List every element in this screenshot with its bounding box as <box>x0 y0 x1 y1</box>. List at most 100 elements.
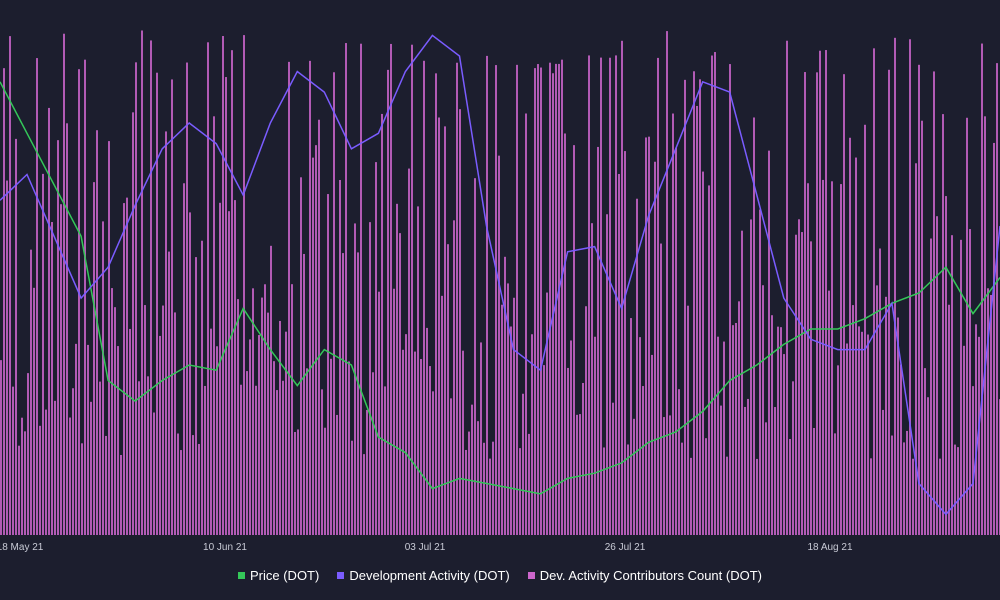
contributor-bar <box>945 196 947 535</box>
contributor-bar <box>990 294 992 535</box>
contributor-bar <box>225 77 227 535</box>
contributor-bar <box>882 409 884 535</box>
contributor-bar <box>852 305 854 535</box>
contributor-bar <box>831 181 833 535</box>
contributor-bar <box>18 445 20 535</box>
x-axis-ticks: 18 May 21 10 Jun 21 03 Jul 21 26 Jul 21 18 A… <box>0 542 853 553</box>
contributor-bar <box>528 433 530 535</box>
contributor-bar <box>597 146 599 535</box>
contributor-bar <box>657 57 659 536</box>
contributor-bar <box>255 385 257 535</box>
contributor-bar <box>654 161 656 535</box>
contributor-bar <box>798 219 800 536</box>
contributor-bar <box>483 442 485 535</box>
contributor-bar <box>633 418 635 535</box>
legend: Price (DOT) Development Activity (DOT) D… <box>0 568 1000 583</box>
contributor-bar <box>993 142 995 535</box>
contributor-bar <box>33 287 35 535</box>
contributor-bar <box>348 361 350 535</box>
contributor-bar <box>909 39 911 535</box>
contributor-bar <box>747 398 749 535</box>
contributor-bar <box>813 427 815 535</box>
contributor-bar <box>585 306 587 535</box>
contributor-bar <box>291 284 293 535</box>
contributor-bar <box>42 173 44 535</box>
contributor-bar <box>879 248 881 535</box>
contributor-bar <box>120 454 122 535</box>
contributor-bar <box>858 326 860 535</box>
contributor-bar <box>75 343 77 535</box>
contributor-bar <box>711 55 713 536</box>
contributor-bar <box>573 145 575 535</box>
contributor-bar <box>324 427 326 535</box>
contributor-bar <box>699 79 701 535</box>
contributor-bar <box>894 37 896 535</box>
contributor-bar <box>687 305 689 535</box>
legend-item-development-activity[interactable]: Development Activity (DOT) <box>337 568 510 583</box>
contributor-bar <box>930 238 932 536</box>
contributor-bar <box>543 365 545 535</box>
contributor-bar <box>87 344 89 535</box>
contributor-bar <box>150 40 152 535</box>
contributor-bar <box>312 157 314 535</box>
contributor-bar <box>702 171 704 535</box>
contributor-bar <box>759 209 761 535</box>
contributor-bar <box>411 44 413 536</box>
contributor-bar <box>885 296 887 535</box>
contributor-bar <box>903 442 905 535</box>
contributor-bar <box>525 113 527 535</box>
contributor-bar <box>789 438 791 535</box>
contributor-bar <box>936 216 938 536</box>
contributor-bar <box>870 458 872 535</box>
contributor-bar <box>117 346 119 535</box>
contributor-bar <box>288 61 290 535</box>
contributor-bar <box>753 117 755 535</box>
contributor-bar <box>276 390 278 535</box>
contributor-bar <box>849 137 851 536</box>
contributor-bar <box>198 443 200 535</box>
contributor-bar <box>210 328 212 535</box>
contributor-bar <box>408 168 410 535</box>
contributor-bar <box>147 376 149 535</box>
contributor-bar <box>969 229 971 535</box>
contributor-bar <box>165 131 167 535</box>
contributor-bar <box>987 288 989 535</box>
contributor-bar <box>516 64 518 535</box>
contributor-bar <box>156 72 158 536</box>
contributor-bar <box>333 72 335 535</box>
contributor-bar <box>735 322 737 535</box>
contributor-bar <box>363 454 365 535</box>
contributor-bar <box>111 288 113 535</box>
contributor-bar <box>57 140 59 535</box>
contributor-bar <box>318 119 320 535</box>
contributor-bar <box>981 43 983 535</box>
legend-item-price[interactable]: Price (DOT) <box>238 568 319 583</box>
legend-item-contributors[interactable]: Dev. Activity Contributors Count (DOT) <box>527 568 762 583</box>
x-tick-label: 03 Jul 21 <box>405 542 446 553</box>
contributor-bar <box>78 69 80 536</box>
contributor-bar <box>144 305 146 535</box>
contributor-bar <box>102 221 104 535</box>
contributor-bar <box>252 288 254 535</box>
contributor-bar <box>99 381 101 535</box>
x-tick-label: 26 Jul 21 <box>605 542 646 553</box>
contributor-bar <box>177 433 179 535</box>
contributor-bar <box>201 240 203 535</box>
contributor-bar <box>216 346 218 535</box>
contributor-bar <box>21 417 23 535</box>
contributor-bar <box>948 304 950 535</box>
contributor-bar <box>696 105 698 535</box>
contributor-bar <box>249 339 251 535</box>
contributor-bar <box>138 381 140 535</box>
contributor-bar <box>36 58 38 536</box>
contributor-bar <box>492 441 494 535</box>
contributor-bar <box>468 431 470 535</box>
contributor-bar <box>294 432 296 535</box>
contributor-bar <box>906 430 908 535</box>
contributor-bar <box>984 116 986 536</box>
contributor-bar <box>801 232 803 535</box>
contributor-bar <box>387 69 389 535</box>
contributor-bar <box>195 257 197 535</box>
contributor-bar <box>351 440 353 535</box>
contributor-bar <box>438 117 440 535</box>
